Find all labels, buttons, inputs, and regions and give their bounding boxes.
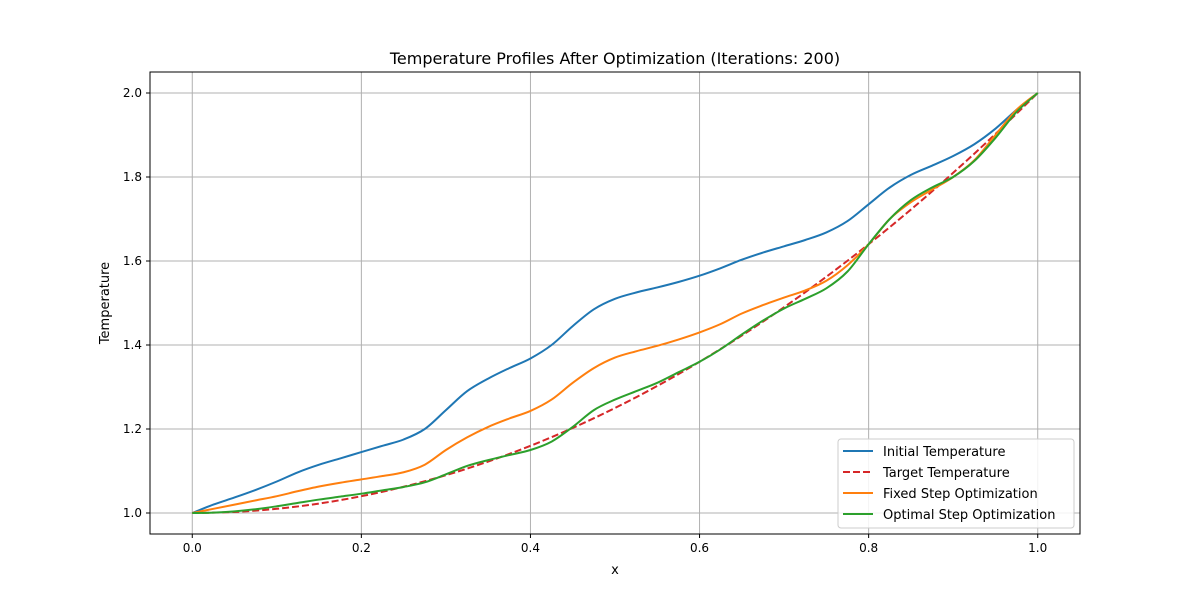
x-axis-label: x	[611, 563, 619, 578]
legend-label-1: Target Temperature	[882, 466, 1010, 481]
y-tick-label: 1.0	[123, 506, 142, 520]
legend-label-0: Initial Temperature	[883, 445, 1005, 460]
x-tick-label: 0.6	[690, 541, 709, 555]
y-axis-label: Temperature	[98, 262, 113, 345]
y-tick-label: 2.0	[123, 86, 142, 100]
x-tick-label: 0.2	[352, 541, 371, 555]
plot-frame	[149, 71, 1081, 535]
x-tick-label: 0.4	[521, 541, 540, 555]
x-tick-label: 0.8	[859, 541, 878, 555]
chart-title: Temperature Profiles After Optimization …	[389, 49, 840, 68]
y-tick-label: 1.2	[123, 422, 142, 436]
series-line-1	[192, 92, 1039, 514]
x-tick-label: 0.0	[183, 541, 202, 555]
series-line-3	[192, 92, 1039, 514]
y-axis: 1.0 1.2 1.4 1.6 1.8 2.0	[123, 86, 150, 520]
legend: Initial Temperature Target Temperature Fix…	[837, 438, 1075, 529]
x-tick-label: 1.0	[1028, 541, 1047, 555]
y-tick-label: 1.8	[123, 170, 142, 184]
y-tick-label: 1.4	[123, 338, 142, 352]
x-axis: 0.0 0.2 0.4 0.6 0.8 1.0	[183, 534, 1047, 555]
legend-label-2: Fixed Step Optimization	[883, 487, 1038, 502]
y-tick-label: 1.6	[123, 254, 142, 268]
series-line-0	[191, 92, 1039, 514]
series-group	[191, 92, 1039, 514]
legend-label-3: Optimal Step Optimization	[883, 508, 1055, 523]
legend-box	[837, 438, 1075, 529]
